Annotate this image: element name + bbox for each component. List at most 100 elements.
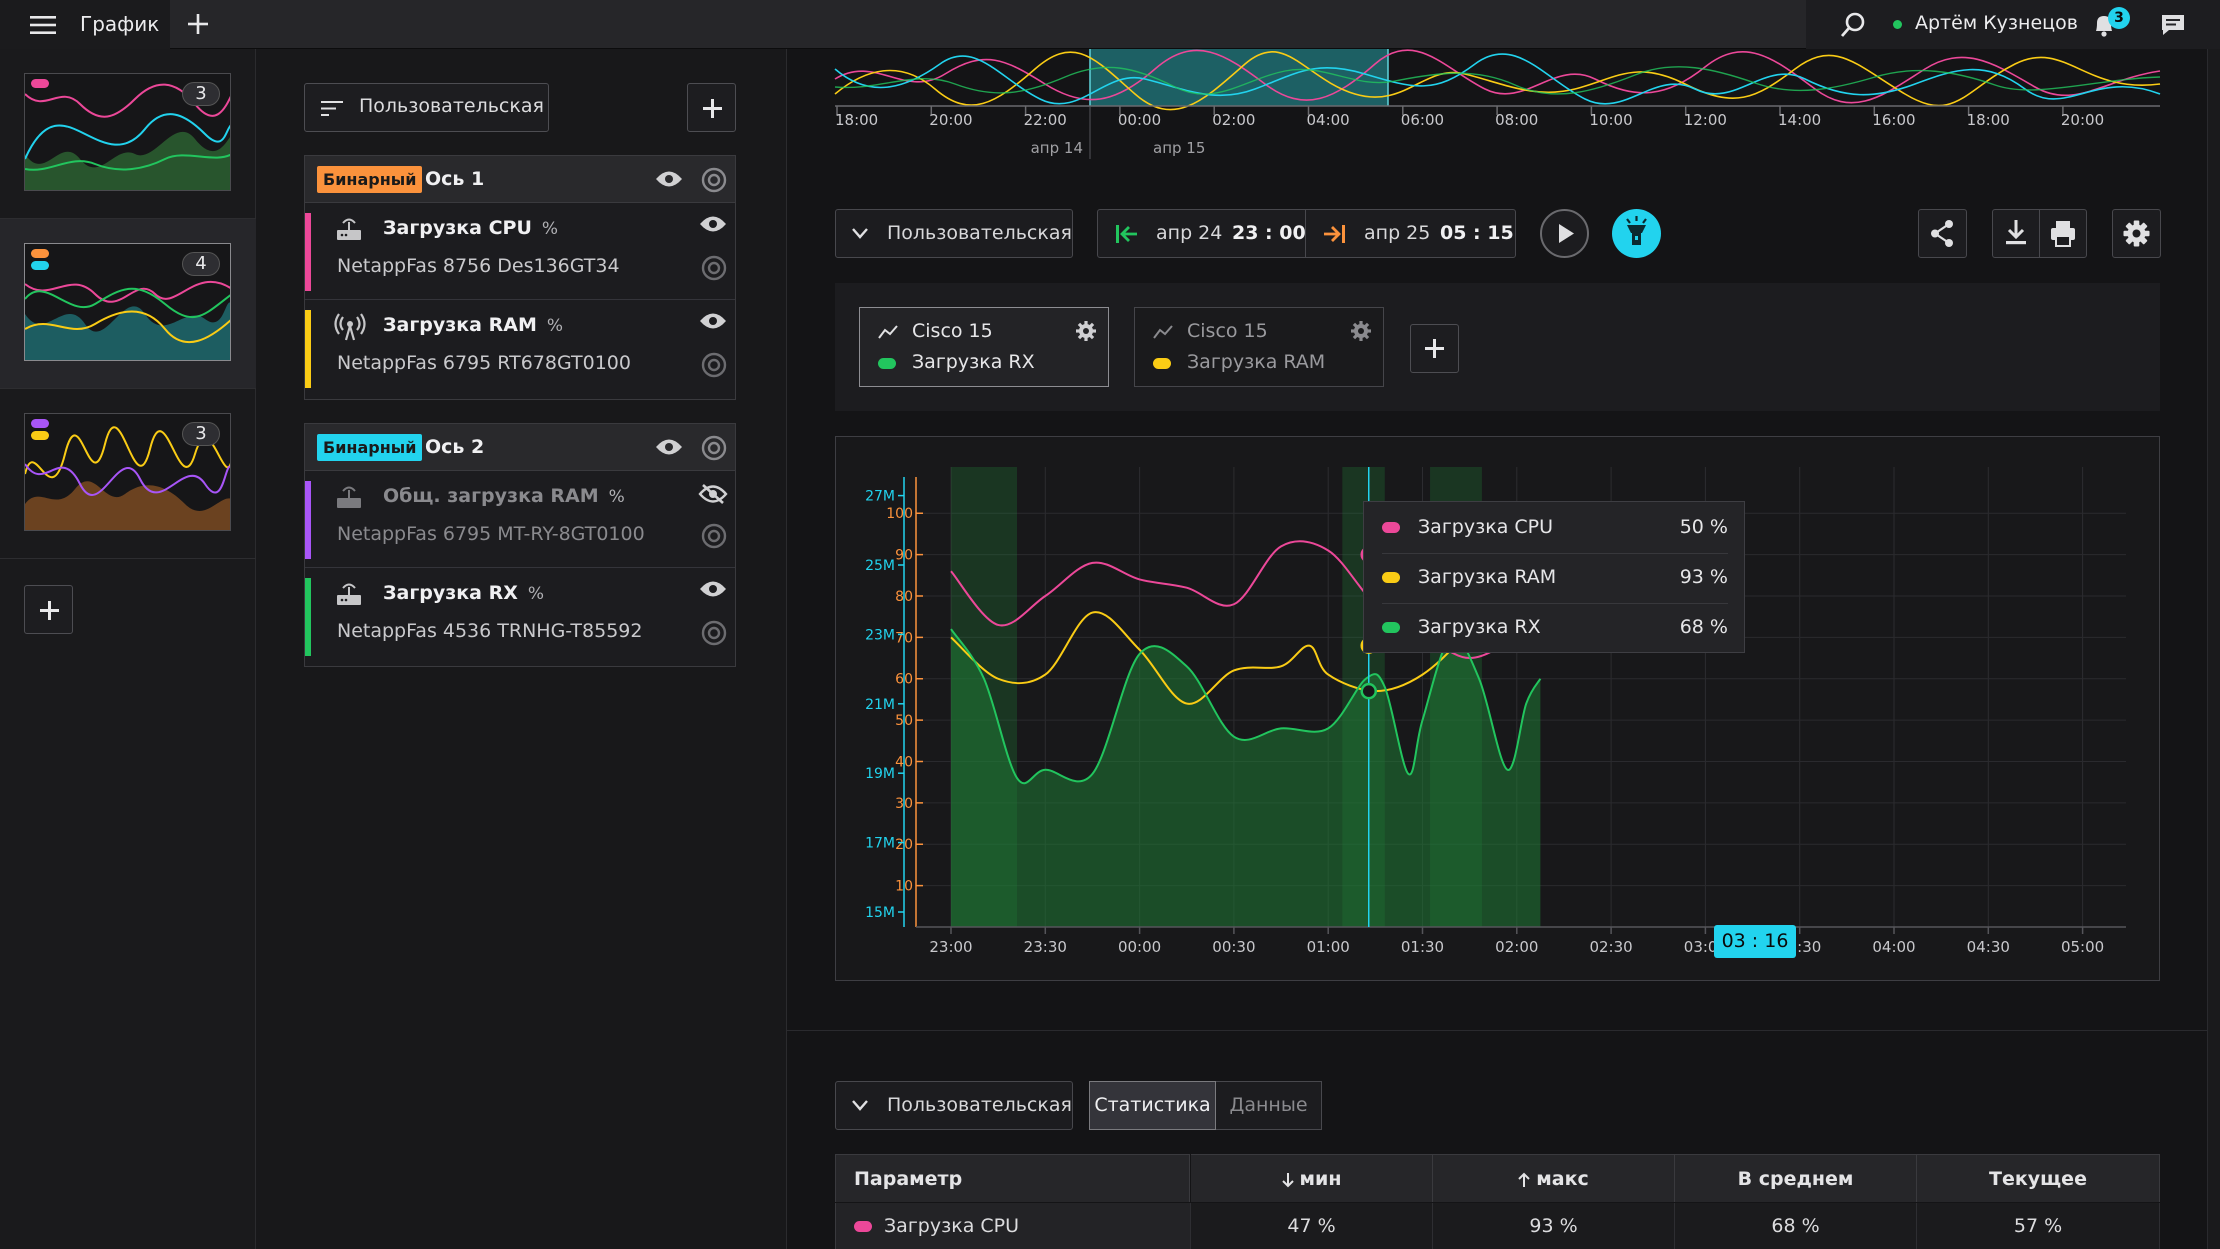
thumbnail-row[interactable]: 3 — [0, 389, 256, 559]
print-icon[interactable] — [2040, 210, 2086, 257]
table-cell-avg: 68 % — [1675, 1203, 1917, 1249]
axis-tick-label: 19M — [865, 766, 895, 782]
settings-circle-icon[interactable] — [701, 255, 727, 281]
table-header-min[interactable]: мин — [1191, 1154, 1433, 1202]
table-header-avg[interactable]: В среднем — [1675, 1154, 1917, 1202]
eye-icon[interactable] — [699, 580, 727, 598]
series-pill — [31, 261, 49, 270]
table-cell-min: 47 % — [1191, 1203, 1433, 1249]
series-item-ram[interactable]: Загрузка RAM% NetappFas 6795 RT678GT0100 — [305, 300, 735, 397]
range-end-time[interactable]: 05 : 15 — [1440, 222, 1514, 244]
series-item-cpu[interactable]: Загрузка CPU% NetappFas 8756 Des136GT34 — [305, 203, 735, 300]
series-color-bar — [305, 481, 311, 559]
section-divider — [787, 1030, 2207, 1031]
series-item-rx[interactable]: Загрузка RX% NetappFas 4536 TRNHG-T85592 — [305, 568, 735, 665]
legend-series: Загрузка RAM — [1187, 351, 1326, 373]
gear-icon[interactable] — [1350, 320, 1372, 342]
notifications-badge: 3 — [2108, 7, 2130, 29]
chart-settings-button[interactable] — [2112, 209, 2161, 258]
thumbnail-row-active[interactable]: 4 — [0, 219, 256, 389]
live-mode-button[interactable] — [1612, 209, 1661, 258]
x-tick-label: 00:00 — [1118, 938, 1161, 956]
axis-name: Ось 1 — [425, 168, 485, 190]
play-button[interactable] — [1540, 209, 1589, 258]
table-cell-param: Загрузка CPU — [835, 1203, 1191, 1249]
tooltip-value: 93 % — [1679, 566, 1728, 588]
thumbnail-row[interactable]: 3 — [0, 49, 256, 219]
chat-icon[interactable] — [2160, 13, 2186, 37]
legend-card-ram[interactable]: Cisco 15 Загрузка RAM — [1134, 307, 1384, 387]
settings-circle-icon[interactable] — [701, 352, 727, 378]
legend-series: Загрузка RX — [912, 351, 1035, 373]
row-color-dot — [854, 1221, 872, 1232]
scrollbar[interactable] — [2207, 49, 2220, 1249]
time-range-picker[interactable]: апр 24 23 : 00 апр 25 05 : 15 — [1097, 209, 1516, 258]
chart-mode-dropdown[interactable]: Пользовательская — [835, 209, 1073, 258]
range-start-date[interactable]: апр 24 — [1156, 222, 1223, 244]
axis-tick-label: 30 — [895, 796, 913, 812]
settings-circle-icon[interactable] — [701, 435, 727, 461]
series-source: NetappFas 6795 MT-RY-8GT0100 — [337, 523, 645, 545]
time-navigator[interactable]: 18:00 20:00 22:00 00:00 02:00 04:00 06:00 08:00… — [834, 49, 2161, 165]
sort-icon — [321, 101, 343, 116]
range-end-icon[interactable] — [1322, 224, 1346, 244]
series-area-rx — [951, 629, 1541, 927]
header-max-label: макс — [1536, 1168, 1589, 1190]
axis-tick-label: 21M — [865, 697, 895, 713]
navigator-time-label: 18:00 — [1966, 111, 2010, 129]
axis-group-1: Бинарный Ось 1 Загрузка CPU% NetappFas 8… — [304, 155, 736, 400]
chart-mode-label: Пользовательская — [887, 222, 1072, 244]
add-legend-button[interactable] — [1410, 324, 1459, 373]
series-unit: % — [527, 584, 545, 604]
table-header-current[interactable]: Текущее — [1917, 1154, 2160, 1202]
tooltip-label: Загрузка RX — [1418, 616, 1541, 638]
search-icon[interactable] — [1839, 11, 1867, 39]
table-header-param[interactable]: Параметр — [835, 1154, 1190, 1202]
navigator-time-label: 20:00 — [2060, 111, 2105, 129]
user-name[interactable]: Артём Кузнецов — [1915, 12, 2078, 34]
series-name: Загрузка RAM — [383, 314, 537, 336]
eye-off-icon[interactable] — [698, 483, 728, 505]
router-icon — [337, 486, 361, 508]
series-name: Загрузка RX — [383, 582, 518, 604]
range-start-time[interactable]: 23 : 00 — [1232, 222, 1306, 244]
range-start-icon[interactable] — [1115, 224, 1139, 244]
eye-icon[interactable] — [655, 170, 683, 188]
thumbnail-card[interactable]: 3 — [24, 413, 231, 531]
navigator-date-label: апр 14 — [1030, 139, 1083, 157]
stats-mode-dropdown[interactable]: Пользовательская — [835, 1081, 1073, 1130]
axis-tick-label: 80 — [895, 589, 913, 605]
table-header-max[interactable]: макс — [1433, 1154, 1675, 1202]
add-axis-button[interactable] — [687, 83, 736, 132]
tooltip-dot — [1382, 572, 1400, 583]
settings-circle-icon[interactable] — [701, 167, 727, 193]
thumbnail-card[interactable]: 3 — [24, 73, 231, 191]
router-icon — [337, 218, 361, 240]
tab-statistics[interactable]: Статистика — [1089, 1081, 1216, 1130]
settings-circle-icon[interactable] — [701, 620, 727, 646]
stats-table: Параметр мин макс В среднем Текущее Загр… — [835, 1154, 2160, 1249]
share-button[interactable] — [1918, 209, 1967, 258]
add-tab-icon[interactable] — [187, 13, 209, 35]
eye-icon[interactable] — [699, 312, 727, 330]
range-end-date[interactable]: апр 25 — [1364, 222, 1431, 244]
eye-icon[interactable] — [699, 215, 727, 233]
tab-data[interactable]: Данные — [1216, 1081, 1322, 1130]
add-chart-button[interactable] — [24, 585, 73, 634]
thumbnail-card[interactable]: 4 — [24, 243, 231, 361]
legend-card-rx[interactable]: Cisco 15 Загрузка RX — [859, 307, 1109, 387]
series-item-total-ram[interactable]: Общ. загрузка RAM% NetappFas 6795 MT-RY-… — [305, 471, 735, 568]
menu-icon[interactable] — [30, 15, 56, 35]
navigator-time-label: 00:00 — [1117, 111, 1162, 129]
settings-circle-icon[interactable] — [701, 523, 727, 549]
axis-group-2: Бинарный Ось 2 Общ. загрузка RAM% Netapp… — [304, 423, 736, 667]
download-icon[interactable] — [1993, 210, 2039, 257]
stats-mode-label: Пользовательская — [887, 1094, 1072, 1116]
x-tick-label: 00:30 — [1212, 938, 1255, 956]
gear-icon[interactable] — [1075, 320, 1097, 342]
axis-type-tag: Бинарный — [317, 434, 423, 461]
series-mode-dropdown[interactable]: Пользовательская — [304, 83, 549, 132]
eye-icon[interactable] — [655, 438, 683, 456]
series-color-bar — [305, 578, 311, 656]
tooltip-row: Загрузка RAM 93 % — [1382, 554, 1728, 604]
